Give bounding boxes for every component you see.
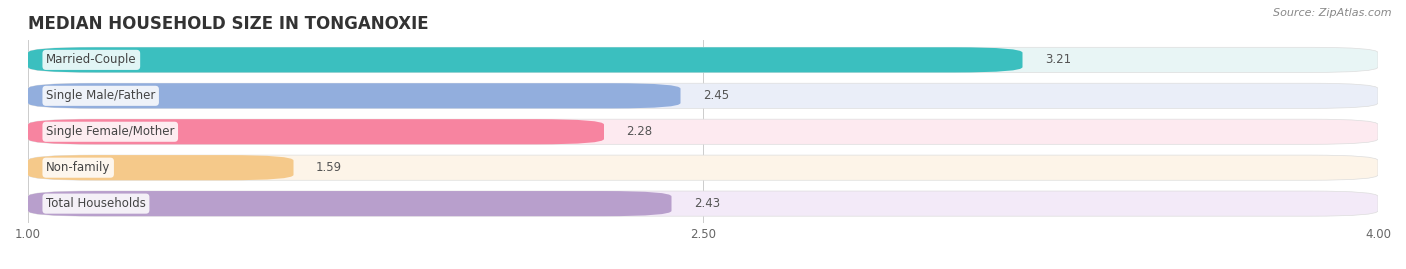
Text: Single Female/Mother: Single Female/Mother [46,125,174,138]
Text: 2.28: 2.28 [627,125,652,138]
Text: 2.45: 2.45 [703,89,730,102]
Text: Married-Couple: Married-Couple [46,53,136,66]
FancyBboxPatch shape [28,83,681,108]
Text: Total Households: Total Households [46,197,146,210]
FancyBboxPatch shape [28,47,1022,72]
Text: Non-family: Non-family [46,161,111,174]
Text: Source: ZipAtlas.com: Source: ZipAtlas.com [1274,8,1392,18]
Text: 1.59: 1.59 [316,161,342,174]
FancyBboxPatch shape [28,119,605,144]
Text: Single Male/Father: Single Male/Father [46,89,156,102]
FancyBboxPatch shape [28,191,672,216]
FancyBboxPatch shape [28,155,1378,180]
FancyBboxPatch shape [28,47,1378,72]
Text: 2.43: 2.43 [695,197,720,210]
FancyBboxPatch shape [28,119,1378,144]
FancyBboxPatch shape [28,155,294,180]
FancyBboxPatch shape [28,83,1378,108]
FancyBboxPatch shape [28,191,1378,216]
Text: 3.21: 3.21 [1045,53,1071,66]
Text: MEDIAN HOUSEHOLD SIZE IN TONGANOXIE: MEDIAN HOUSEHOLD SIZE IN TONGANOXIE [28,15,429,33]
